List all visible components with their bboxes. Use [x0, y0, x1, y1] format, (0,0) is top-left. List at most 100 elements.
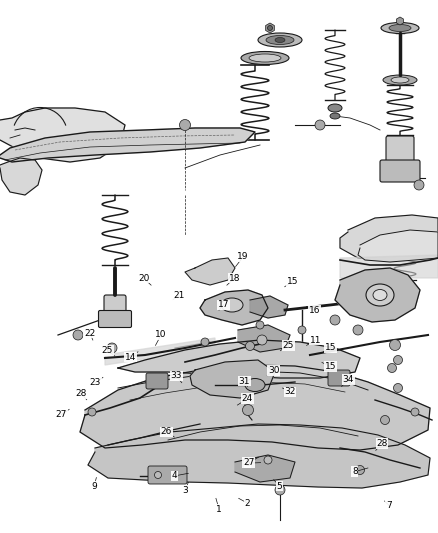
- Text: 8: 8: [352, 467, 358, 476]
- Polygon shape: [335, 268, 420, 322]
- Text: 9: 9: [91, 482, 97, 490]
- Ellipse shape: [266, 36, 294, 44]
- FancyBboxPatch shape: [328, 370, 350, 386]
- Text: 25: 25: [283, 341, 294, 350]
- Ellipse shape: [389, 25, 411, 31]
- Circle shape: [88, 408, 96, 416]
- Polygon shape: [340, 255, 438, 278]
- Circle shape: [180, 119, 191, 131]
- Polygon shape: [88, 424, 430, 488]
- FancyBboxPatch shape: [380, 160, 420, 182]
- Ellipse shape: [258, 33, 302, 47]
- Circle shape: [246, 342, 254, 351]
- Polygon shape: [0, 108, 125, 162]
- Ellipse shape: [275, 37, 285, 43]
- Text: 33: 33: [170, 372, 182, 380]
- Text: 20: 20: [138, 274, 149, 282]
- Circle shape: [268, 26, 272, 30]
- Polygon shape: [238, 325, 290, 352]
- Text: 27: 27: [56, 410, 67, 419]
- Circle shape: [298, 326, 306, 334]
- Text: 30: 30: [268, 366, 279, 375]
- Ellipse shape: [221, 298, 243, 312]
- Circle shape: [201, 338, 209, 346]
- Text: 28: 28: [376, 439, 388, 448]
- Text: 21: 21: [173, 292, 184, 300]
- Ellipse shape: [328, 104, 342, 112]
- Text: 24: 24: [242, 394, 253, 403]
- Polygon shape: [0, 128, 255, 162]
- Circle shape: [264, 456, 272, 464]
- FancyBboxPatch shape: [146, 373, 168, 389]
- Text: 34: 34: [343, 375, 354, 384]
- Text: 2: 2: [245, 499, 250, 507]
- Polygon shape: [266, 23, 274, 33]
- Polygon shape: [80, 365, 430, 450]
- Circle shape: [381, 416, 389, 424]
- Polygon shape: [250, 296, 288, 318]
- Circle shape: [107, 343, 117, 353]
- Text: 18: 18: [229, 274, 240, 282]
- Text: 11: 11: [310, 336, 321, 344]
- Circle shape: [243, 405, 254, 416]
- Circle shape: [155, 472, 162, 479]
- Text: 31: 31: [239, 377, 250, 385]
- FancyBboxPatch shape: [99, 311, 131, 327]
- Text: 23: 23: [90, 378, 101, 387]
- Text: 5: 5: [276, 482, 283, 490]
- Text: 19: 19: [237, 253, 249, 261]
- Ellipse shape: [391, 77, 409, 83]
- Circle shape: [275, 485, 285, 495]
- Polygon shape: [118, 340, 360, 378]
- Text: 27: 27: [243, 458, 254, 467]
- FancyBboxPatch shape: [386, 136, 414, 175]
- Ellipse shape: [241, 52, 289, 64]
- Circle shape: [393, 384, 403, 392]
- Circle shape: [353, 325, 363, 335]
- Text: 16: 16: [309, 306, 320, 314]
- Circle shape: [315, 120, 325, 130]
- Polygon shape: [0, 158, 42, 195]
- Text: 7: 7: [386, 501, 392, 510]
- Text: 17: 17: [218, 301, 229, 309]
- Text: 22: 22: [84, 329, 95, 337]
- Polygon shape: [185, 258, 235, 285]
- Circle shape: [411, 408, 419, 416]
- Circle shape: [257, 335, 267, 345]
- Ellipse shape: [366, 284, 394, 306]
- Ellipse shape: [249, 54, 281, 62]
- Ellipse shape: [383, 75, 417, 85]
- Circle shape: [393, 356, 403, 365]
- Ellipse shape: [373, 289, 387, 301]
- Polygon shape: [340, 215, 438, 260]
- Text: 1: 1: [216, 505, 222, 513]
- Polygon shape: [235, 455, 295, 482]
- Polygon shape: [105, 338, 215, 365]
- Circle shape: [73, 330, 83, 340]
- Text: 14: 14: [125, 353, 136, 361]
- Circle shape: [330, 315, 340, 325]
- Polygon shape: [358, 230, 438, 262]
- Text: 15: 15: [325, 362, 336, 371]
- Text: 6: 6: [244, 459, 251, 467]
- Text: 15: 15: [287, 277, 298, 286]
- Text: 15: 15: [325, 343, 336, 352]
- Circle shape: [414, 180, 424, 190]
- Circle shape: [388, 364, 396, 373]
- Text: 26: 26: [161, 427, 172, 436]
- Text: 25: 25: [102, 346, 113, 355]
- Polygon shape: [200, 290, 268, 325]
- Ellipse shape: [245, 378, 265, 392]
- Text: 3: 3: [182, 486, 188, 495]
- Circle shape: [356, 465, 364, 474]
- FancyBboxPatch shape: [104, 295, 126, 321]
- Ellipse shape: [381, 22, 419, 34]
- Text: 10: 10: [155, 330, 167, 339]
- Polygon shape: [396, 17, 403, 25]
- Text: 4: 4: [172, 472, 177, 480]
- Ellipse shape: [330, 113, 340, 119]
- Text: 28: 28: [75, 389, 87, 398]
- Circle shape: [256, 321, 264, 329]
- Circle shape: [389, 340, 400, 351]
- Text: 32: 32: [284, 387, 296, 396]
